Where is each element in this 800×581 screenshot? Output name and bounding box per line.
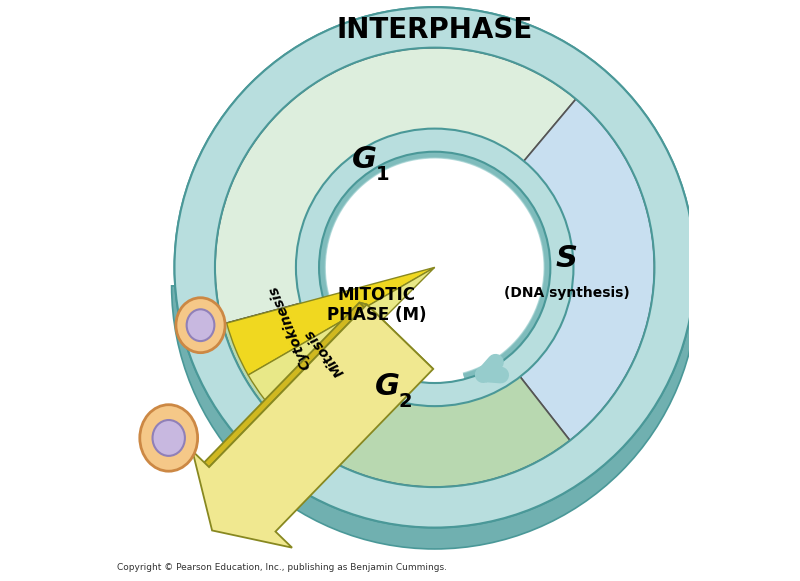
- Ellipse shape: [176, 297, 225, 353]
- Text: Cytokinesis: Cytokinesis: [266, 284, 313, 372]
- Ellipse shape: [153, 420, 185, 456]
- Wedge shape: [226, 267, 434, 375]
- Ellipse shape: [140, 405, 198, 471]
- Wedge shape: [296, 128, 574, 406]
- Ellipse shape: [186, 309, 214, 341]
- Text: 2: 2: [398, 392, 412, 411]
- Text: INTERPHASE: INTERPHASE: [337, 16, 533, 44]
- Polygon shape: [359, 303, 434, 369]
- Polygon shape: [202, 303, 366, 467]
- Wedge shape: [172, 286, 698, 549]
- Text: 1: 1: [376, 164, 390, 184]
- Text: G: G: [351, 145, 377, 174]
- Wedge shape: [294, 280, 576, 421]
- Text: G: G: [374, 372, 399, 401]
- Polygon shape: [193, 304, 434, 548]
- Wedge shape: [222, 267, 570, 487]
- Polygon shape: [256, 423, 288, 504]
- Wedge shape: [174, 7, 695, 528]
- Wedge shape: [248, 267, 434, 419]
- Circle shape: [319, 152, 550, 383]
- Wedge shape: [215, 48, 576, 324]
- Wedge shape: [434, 99, 654, 440]
- Text: Mitosis: Mitosis: [302, 325, 347, 378]
- Wedge shape: [174, 7, 695, 528]
- Text: MITOTIC
PHASE (M): MITOTIC PHASE (M): [327, 285, 426, 324]
- Text: Copyright © Pearson Education, Inc., publishing as Benjamin Cummings.: Copyright © Pearson Education, Inc., pub…: [117, 563, 446, 572]
- Text: S: S: [555, 243, 578, 272]
- Text: (DNA synthesis): (DNA synthesis): [504, 286, 630, 300]
- Wedge shape: [296, 128, 574, 406]
